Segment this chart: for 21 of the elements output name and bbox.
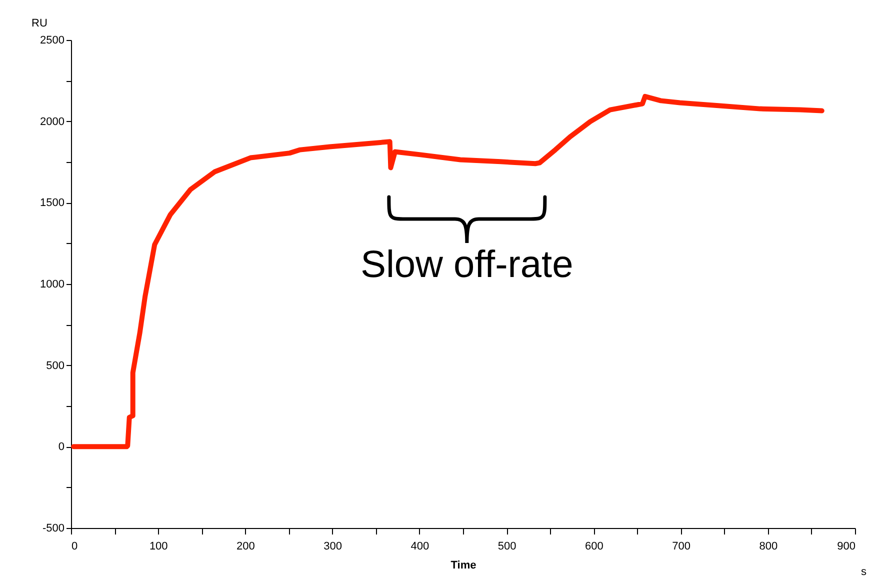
y-tick-label: 1500 <box>40 197 64 210</box>
y-tick-label: 0 <box>58 441 64 454</box>
x-tick-label: 600 <box>584 540 604 552</box>
x-tick-label: 0 <box>72 540 78 552</box>
x-tick-label: 300 <box>324 540 342 552</box>
text: s <box>861 566 867 578</box>
x-tick-label: 500 <box>498 540 516 552</box>
y-axis-title: RU <box>32 18 48 30</box>
y-tick-label: -500 <box>42 522 64 534</box>
x-tick-label: 200 <box>236 540 255 552</box>
y-tick-label: 2500 <box>40 34 64 46</box>
x-axis-title: Time <box>450 560 476 572</box>
y-tick-label: 1000 <box>40 278 64 290</box>
x-tick-label: 400 <box>410 540 430 552</box>
x-tick-label: 900 <box>837 540 856 552</box>
x-tick-label: 700 <box>672 540 690 552</box>
y-tick-label: 500 <box>46 360 64 372</box>
x-tick-label: 800 <box>759 540 778 552</box>
y-tick-label: 2000 <box>40 116 64 128</box>
x-tick-label: 100 <box>149 540 168 552</box>
annotation: Slow off-rate <box>360 244 574 286</box>
